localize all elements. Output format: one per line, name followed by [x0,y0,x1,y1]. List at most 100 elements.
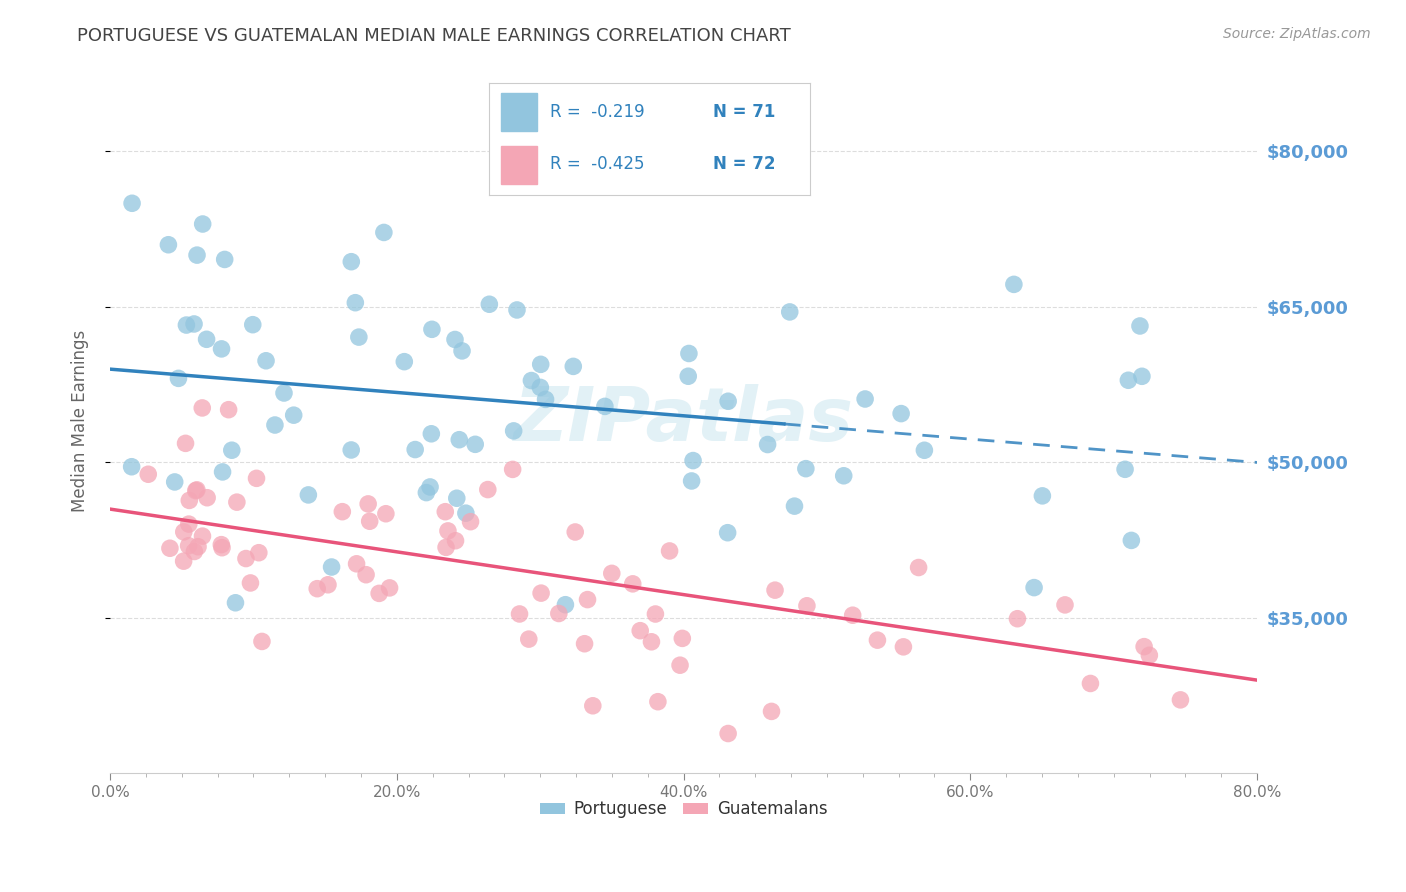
Point [186,483,208,497]
Point [506,302,529,317]
Point [273,386,295,401]
Point [183,544,205,558]
Point [1133,640,1156,654]
Point [1002,277,1025,292]
Point [191,217,214,231]
Point [183,317,205,331]
Point [121,196,143,211]
Point [574,637,596,651]
Point [451,343,474,358]
Point [184,483,207,498]
Point [621,577,644,591]
Point [167,371,190,385]
Point [1053,598,1076,612]
Point [195,332,218,346]
Point [191,401,214,415]
Point [177,539,200,553]
Point [176,318,198,332]
Text: PORTUGUESE VS GUATEMALAN MEDIAN MALE EARNINGS CORRELATION CHART: PORTUGUESE VS GUATEMALAN MEDIAN MALE EAR… [77,27,792,45]
Point [866,633,889,648]
Point [136,467,159,482]
Point [239,576,262,591]
Point [245,471,267,485]
Point [297,488,319,502]
Point [682,453,704,467]
Point [530,586,553,600]
Point [264,417,287,432]
Point [179,493,201,508]
Point [221,443,243,458]
Point [658,544,681,558]
Point [529,380,551,394]
Point [671,632,693,646]
Point [890,407,912,421]
Point [316,578,339,592]
Point [454,506,477,520]
Point [347,330,370,344]
Point [582,698,605,713]
Point [644,607,666,621]
Point [763,583,786,598]
Point [502,462,524,476]
Point [893,640,915,654]
Point [330,505,353,519]
Point [420,322,443,336]
Point [415,485,437,500]
Point [357,497,380,511]
Point [247,546,270,560]
Point [121,459,143,474]
Point [534,392,557,407]
Point [547,607,569,621]
Point [1121,533,1143,548]
Point [1130,369,1153,384]
Point [340,442,363,457]
Point [478,297,501,311]
Point [517,632,540,646]
Point [779,305,801,319]
Point [420,426,443,441]
Point [434,541,457,555]
Point [761,705,783,719]
Point [449,433,471,447]
Point [419,480,441,494]
Point [254,353,277,368]
Point [225,495,247,509]
Point [346,557,368,571]
Point [224,596,246,610]
Point [600,566,623,581]
Point [647,695,669,709]
Point [912,443,935,458]
Point [460,515,482,529]
Point [794,461,817,475]
Point [174,436,197,450]
Point [344,295,367,310]
Point [576,592,599,607]
Point [717,525,740,540]
Point [444,333,467,347]
Point [434,505,457,519]
Text: Source: ZipAtlas.com: Source: ZipAtlas.com [1223,27,1371,41]
Point [530,357,553,371]
Point [321,560,343,574]
Point [678,369,700,384]
Point [1080,676,1102,690]
Point [509,607,531,621]
Point [354,567,377,582]
Point [214,252,236,267]
Point [187,540,209,554]
Point [853,392,876,406]
Point [1118,373,1140,387]
Point [157,237,180,252]
Point [796,599,818,613]
Point [191,529,214,543]
Point [564,524,586,539]
Point [211,465,233,479]
Point [163,475,186,489]
Point [340,254,363,268]
Point [717,394,740,409]
Point [1007,612,1029,626]
Point [211,541,233,555]
Point [211,342,233,356]
Point [678,346,700,360]
Point [669,658,692,673]
